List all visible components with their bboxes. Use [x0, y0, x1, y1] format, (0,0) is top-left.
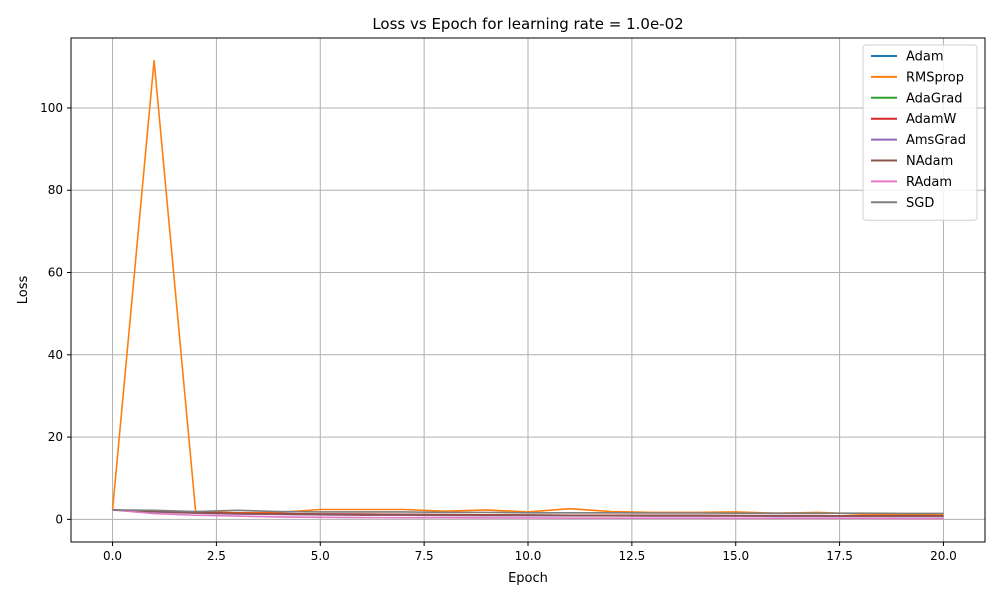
legend-label: AmsGrad	[906, 133, 966, 148]
x-axis: 0.0 2.5 5.0 7.5 10.0 12.5 15.0 17.5 20.0	[103, 542, 957, 563]
x-tick-label: 0.0	[103, 549, 122, 563]
x-tick-label: 20.0	[930, 549, 957, 563]
x-tick-label: 5.0	[311, 549, 330, 563]
x-tick-label: 7.5	[415, 549, 434, 563]
legend-box	[862, 44, 978, 221]
x-tick-label: 12.5	[619, 549, 646, 563]
y-axis-title: Loss	[16, 276, 31, 305]
y-tick-label: 80	[48, 183, 63, 197]
legend-label: SGD	[906, 196, 934, 211]
y-tick-label: 60	[48, 266, 63, 280]
y-tick-label: 20	[48, 430, 63, 444]
legend: Adam RMSprop AdaGrad AdamW AmsGrad NAdam RAdam…	[862, 44, 978, 221]
y-tick-label: 100	[40, 101, 63, 115]
series-line-nadam	[112, 509, 944, 517]
legend-label: NAdam	[906, 154, 953, 169]
y-axis: 0 20 40 60 80 100	[40, 101, 71, 526]
y-tick-label: 40	[48, 348, 63, 362]
legend-label: AdamW	[906, 112, 957, 127]
series-line-sgd	[112, 509, 944, 515]
chart-title: Loss vs Epoch for learning rate = 1.0e-0…	[372, 15, 683, 33]
x-tick-label: 10.0	[515, 549, 542, 563]
y-tick-label: 0	[55, 512, 63, 526]
x-tick-label: 2.5	[207, 549, 226, 563]
x-tick-label: 17.5	[826, 549, 853, 563]
x-axis-title: Epoch	[508, 571, 548, 586]
legend-label: RAdam	[906, 175, 952, 190]
legend-label: AdaGrad	[906, 91, 963, 106]
legend-label: RMSprop	[906, 70, 964, 85]
legend-label: Adam	[906, 50, 944, 65]
series-line-radam	[112, 509, 944, 520]
x-tick-label: 15.0	[722, 549, 749, 563]
series-layer	[111, 59, 944, 520]
